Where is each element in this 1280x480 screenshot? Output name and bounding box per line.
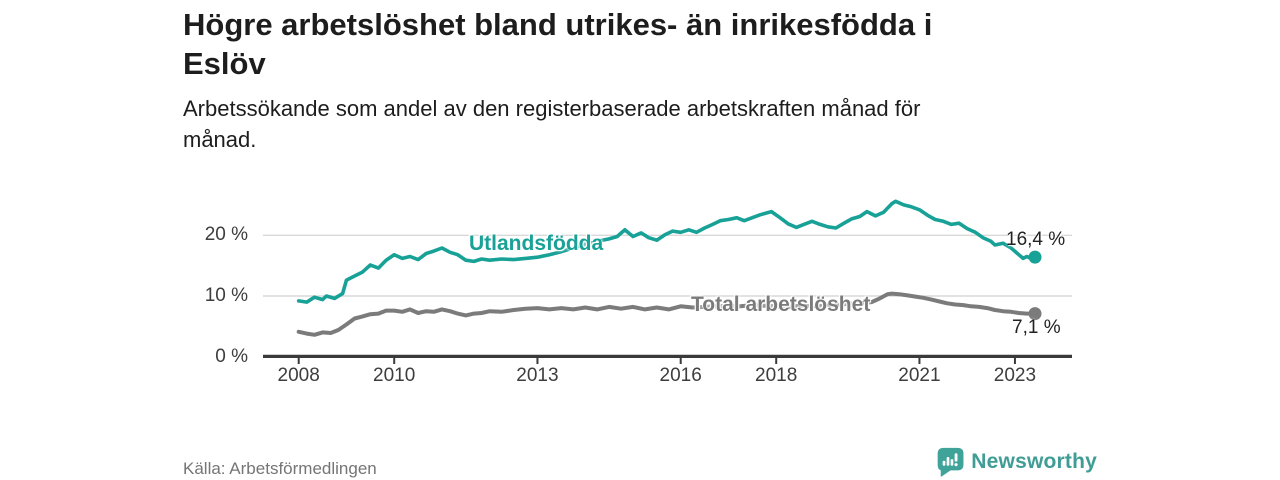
bar-chart-speech-bubble-icon	[937, 447, 964, 477]
x-axis-tick-label: 2013	[516, 365, 559, 386]
series-line-total	[296, 291, 1037, 337]
newsworthy-logo: Newsworthy	[936, 444, 1097, 480]
x-axis-tick-label: 2021	[898, 365, 941, 386]
chart-subtitle: Arbetssökande som andel av den registerb…	[183, 93, 963, 155]
newsworthy-logo-text: Newsworthy	[971, 450, 1097, 473]
series-end-dot-utlandsfodda	[1028, 250, 1042, 264]
chart-title: Högre arbetslöshet bland utrikes- än inr…	[183, 5, 1133, 83]
series-line-utlandsfodda	[296, 199, 1037, 304]
chart-title-line-2: Eslöv	[183, 46, 266, 81]
x-axis-tick-label: 2010	[373, 365, 416, 386]
chart-subtitle-line-2: månad.	[183, 127, 257, 152]
y-axis-tick-label: 10 %	[204, 285, 248, 306]
x-axis-tick-label: 2018	[755, 365, 798, 386]
end-value-label-utlandsfodda: 16,4 %	[1006, 229, 1066, 250]
y-axis-tick-label: 20 %	[204, 224, 248, 246]
y-axis-tick-label: 0 %	[215, 345, 248, 367]
series-label-utlandsfodda: Utlandsfödda	[469, 232, 604, 255]
chart-title-line-1: Högre arbetslöshet bland utrikes- än inr…	[183, 7, 933, 42]
series-end-dot-total	[1028, 307, 1042, 321]
end-value-label-total: 7,1 %	[1012, 317, 1061, 338]
x-axis-tick-label: 2016	[659, 365, 702, 386]
x-axis-tick-label: 2023	[993, 365, 1037, 386]
series-label-total-arbetsloshet: Total arbetslöshet	[691, 293, 871, 316]
chart-subtitle-line-1: Arbetssökande som andel av den registerb…	[183, 96, 921, 121]
source-note: Källa: Arbetsförmedlingen	[183, 459, 377, 478]
x-axis-tick-label: 2008	[277, 365, 320, 386]
